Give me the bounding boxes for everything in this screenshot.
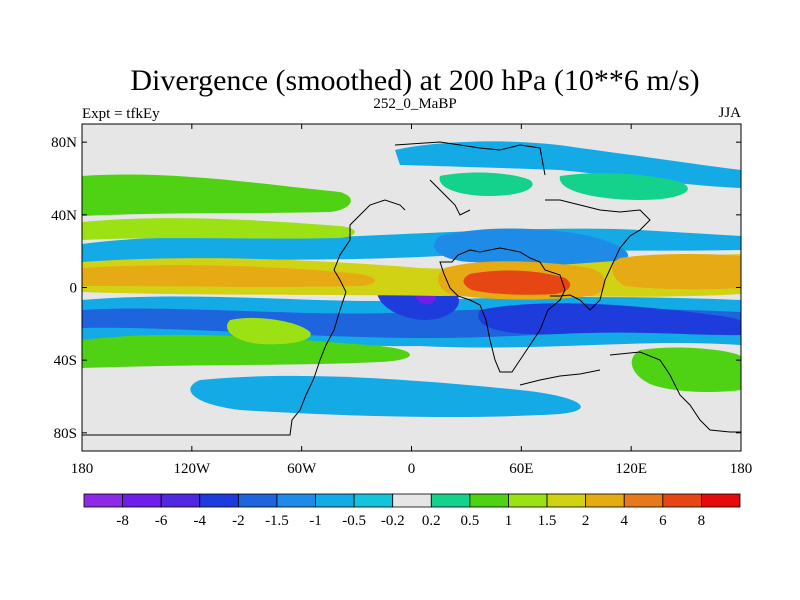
- colorbar-label: -1: [309, 513, 322, 529]
- colorbar-label: -2: [232, 513, 245, 529]
- field-east-asia-green: [559, 173, 688, 200]
- colorbar-label: 8: [698, 513, 706, 529]
- colorbar-label: -8: [116, 513, 129, 529]
- colorbar-label: -6: [155, 513, 168, 529]
- y-tick-label: 40S: [54, 353, 77, 369]
- y-tick-label: 80N: [51, 135, 77, 151]
- colorbar-swatch: [662, 493, 702, 508]
- coastline-antarctica: [519, 369, 601, 386]
- field-southern-green-band: [82, 334, 410, 368]
- field-subtropical-green-north: [82, 174, 351, 216]
- y-tick-label: 80S: [54, 426, 77, 442]
- coastline-europe: [429, 179, 471, 216]
- experiment-label: Expt = tfkEy: [82, 106, 160, 122]
- colorbar-swatch: [353, 493, 394, 508]
- colorbar-swatch: [392, 493, 432, 508]
- field-arctic-green: [439, 172, 533, 196]
- colorbar-label: 1.5: [538, 513, 557, 529]
- field-antarctic-blue: [190, 375, 581, 417]
- colorbar-swatch: [83, 493, 123, 508]
- axis-ticks: 180 120W 60W 0 60E 120E 180 80N 40N 0 40S 80S: [51, 124, 752, 477]
- coastline-africa: [439, 247, 566, 373]
- colorbar-swatch: [546, 493, 587, 508]
- divergence-map: 180 120W 60W 0 60E 120E 180 80N 40N 0 40S 80S: [51, 123, 752, 477]
- coastline-greenland: [394, 141, 546, 176]
- y-tick-label: 40N: [51, 208, 77, 224]
- x-tick-label: 120E: [615, 461, 647, 477]
- x-tick-label: 180: [730, 461, 753, 477]
- field-asia-blue: [434, 228, 629, 266]
- x-tick-label: 60W: [287, 461, 317, 477]
- field-pacific-orange: [612, 254, 741, 290]
- x-tick-label: 120W: [173, 461, 211, 477]
- colorbar-swatch: [623, 493, 664, 508]
- colorbar-swatch: [430, 493, 471, 508]
- coastlines: [82, 141, 741, 436]
- colorbar-swatch: [237, 493, 278, 508]
- colorbar-label: 2: [582, 513, 590, 529]
- colorbar-label: 4: [620, 513, 628, 529]
- field-eurasia-blue-north: [395, 141, 741, 188]
- colorbar-label: 0.2: [422, 513, 441, 529]
- field-northern-green-band: [82, 218, 355, 240]
- colorbar-swatch: [508, 493, 548, 508]
- field-indian-ocean-blue: [478, 303, 741, 336]
- colorbar-label: -4: [194, 513, 207, 529]
- case-label: 252_0_MaBP: [373, 96, 456, 112]
- colorbar-swatch: [585, 493, 625, 508]
- field-south-pacific-green: [631, 347, 741, 392]
- colorbar-label: 6: [659, 513, 667, 529]
- season-label: JJA: [718, 105, 741, 121]
- colorbar-swatch: [160, 493, 201, 508]
- colorbar-swatch: [469, 493, 509, 508]
- colorbar-label: -1.5: [265, 513, 289, 529]
- colorbar-swatch: [122, 493, 162, 508]
- colorbar-label: 0.5: [461, 513, 480, 529]
- coastline-asia: [545, 199, 651, 311]
- y-tick-label: 0: [70, 281, 78, 297]
- colorbar-label: -0.2: [381, 513, 405, 529]
- x-tick-label: 60E: [509, 461, 533, 477]
- colorbar-label: 1: [505, 513, 513, 529]
- colorbar-label: -0.5: [342, 513, 366, 529]
- field-equatorial-orange-band: [82, 265, 375, 287]
- colorbar-swatch: [701, 493, 741, 508]
- coastline-australia: [609, 351, 741, 433]
- x-tick-label: 0: [408, 461, 416, 477]
- field-southern-yellow-patch: [226, 317, 311, 345]
- divergence-field: [82, 141, 741, 417]
- field-africa-red-core: [463, 270, 571, 295]
- colorbar-swatch: [199, 493, 239, 508]
- chart-title: Divergence (smoothed) at 200 hPa (10**6 …: [130, 64, 699, 97]
- coastline-americas: [82, 199, 406, 436]
- colorbar-swatch: [315, 493, 355, 508]
- colorbar-swatch: [276, 493, 316, 508]
- x-tick-label: 180: [71, 461, 94, 477]
- colorbar: -8 -6 -4 -2 -1.5 -1 -0.5 -0.2 0.2 0.5 1 1.5 2 4 6 8: [83, 493, 741, 529]
